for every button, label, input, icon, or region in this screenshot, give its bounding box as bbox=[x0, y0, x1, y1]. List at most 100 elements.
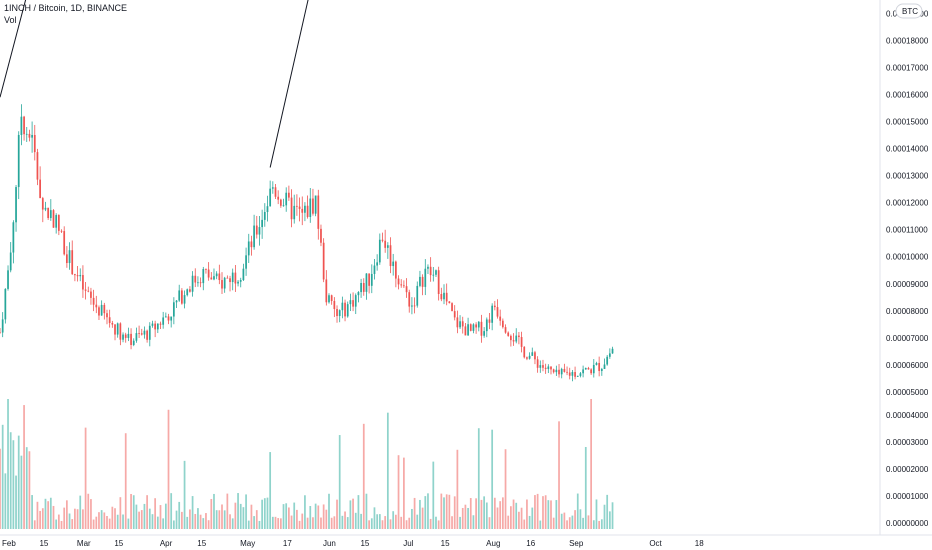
volume-bar[interactable] bbox=[512, 499, 515, 529]
candle-body[interactable] bbox=[384, 240, 387, 248]
candle-body[interactable] bbox=[76, 275, 79, 277]
candle-body[interactable] bbox=[253, 225, 255, 248]
volume-bar[interactable] bbox=[25, 447, 28, 529]
volume-bar[interactable] bbox=[608, 511, 611, 529]
candle-body[interactable] bbox=[373, 265, 376, 274]
candle-body[interactable] bbox=[282, 205, 285, 207]
candle-body[interactable] bbox=[435, 270, 437, 275]
candle-body[interactable] bbox=[493, 305, 496, 308]
candle-body[interactable] bbox=[296, 205, 298, 207]
volume-bar[interactable] bbox=[440, 493, 443, 529]
candle-body[interactable] bbox=[480, 321, 483, 336]
volume-bar[interactable] bbox=[250, 504, 253, 529]
candle-body[interactable] bbox=[277, 196, 280, 200]
candle-body[interactable] bbox=[17, 134, 20, 188]
volume-bar[interactable] bbox=[151, 514, 154, 529]
volume-bar[interactable] bbox=[606, 494, 609, 529]
candle-body[interactable] bbox=[202, 269, 205, 284]
volume-bar[interactable] bbox=[76, 509, 79, 529]
volume-bar[interactable] bbox=[459, 516, 461, 529]
volume-bar[interactable] bbox=[480, 499, 483, 529]
volume-bar[interactable] bbox=[164, 503, 167, 529]
volume-bar[interactable] bbox=[552, 517, 555, 529]
candle-body[interactable] bbox=[416, 285, 419, 306]
volume-bar[interactable] bbox=[15, 475, 17, 529]
volume-bar[interactable] bbox=[106, 516, 108, 529]
candle-body[interactable] bbox=[453, 311, 456, 318]
candle-body[interactable] bbox=[518, 335, 520, 338]
candle-body[interactable] bbox=[146, 330, 148, 340]
candle-body[interactable] bbox=[421, 276, 424, 287]
candle-body[interactable] bbox=[20, 116, 23, 135]
candle-body[interactable] bbox=[124, 334, 127, 338]
volume-bar[interactable] bbox=[247, 520, 250, 529]
volume-bar[interactable] bbox=[108, 518, 111, 529]
candle-body[interactable] bbox=[154, 323, 157, 330]
volume-bar[interactable] bbox=[368, 520, 370, 529]
volume-bar[interactable] bbox=[600, 519, 603, 529]
volume-bar[interactable] bbox=[146, 495, 148, 529]
candle-body[interactable] bbox=[90, 291, 92, 298]
volume-bar[interactable] bbox=[386, 412, 389, 529]
volume-bar[interactable] bbox=[167, 409, 170, 529]
candle-body[interactable] bbox=[501, 320, 504, 328]
candle-body[interactable] bbox=[590, 369, 592, 374]
candle-body[interactable] bbox=[550, 366, 552, 370]
candle-body[interactable] bbox=[44, 207, 47, 210]
volume-bar[interactable] bbox=[68, 513, 71, 529]
candle-body[interactable] bbox=[108, 317, 111, 323]
candle-body[interactable] bbox=[130, 333, 132, 346]
volume-bar[interactable] bbox=[362, 423, 365, 529]
volume-bar[interactable] bbox=[186, 516, 189, 529]
candle-body[interactable] bbox=[555, 369, 558, 373]
candle-body[interactable] bbox=[464, 326, 467, 336]
candle-body[interactable] bbox=[357, 292, 360, 296]
candle-body[interactable] bbox=[386, 245, 389, 248]
volume-bar[interactable] bbox=[472, 515, 475, 529]
volume-bar[interactable] bbox=[213, 493, 215, 529]
volume-bar[interactable] bbox=[36, 501, 39, 529]
volume-bar[interactable] bbox=[475, 498, 477, 529]
candle-body[interactable] bbox=[247, 241, 250, 256]
candle-body[interactable] bbox=[7, 270, 9, 289]
volume-bar[interactable] bbox=[526, 499, 528, 529]
candle-body[interactable] bbox=[135, 333, 138, 341]
volume-bar[interactable] bbox=[451, 516, 453, 529]
volume-bar[interactable] bbox=[20, 455, 23, 529]
trendline-2[interactable] bbox=[269, 0, 527, 168]
candle-body[interactable] bbox=[197, 282, 199, 284]
volume-bar[interactable] bbox=[384, 516, 387, 529]
volume-bar[interactable] bbox=[320, 517, 322, 529]
candle-body[interactable] bbox=[28, 133, 31, 138]
candle-body[interactable] bbox=[403, 285, 405, 287]
candle-body[interactable] bbox=[483, 331, 486, 336]
volume-bar[interactable] bbox=[534, 495, 536, 529]
candle-body[interactable] bbox=[231, 272, 234, 283]
volume-bar[interactable] bbox=[603, 504, 606, 529]
candle-body[interactable] bbox=[392, 261, 395, 267]
volume-bar[interactable] bbox=[55, 519, 58, 529]
volume-bar[interactable] bbox=[288, 507, 290, 529]
candle-body[interactable] bbox=[568, 372, 571, 376]
volume-bar[interactable] bbox=[100, 510, 103, 529]
candle-body[interactable] bbox=[445, 292, 448, 302]
volume-bar[interactable] bbox=[611, 502, 614, 529]
candle-body[interactable] bbox=[472, 324, 475, 331]
volume-bar[interactable] bbox=[0, 448, 1, 529]
volume-bar[interactable] bbox=[277, 518, 280, 529]
candle-body[interactable] bbox=[167, 316, 170, 321]
volume-bar[interactable] bbox=[405, 520, 408, 529]
candle-body[interactable] bbox=[566, 371, 568, 373]
candle-body[interactable] bbox=[266, 206, 269, 213]
candle-body[interactable] bbox=[41, 198, 44, 210]
volume-bar[interactable] bbox=[90, 499, 92, 529]
candle-body[interactable] bbox=[515, 335, 518, 342]
volume-bar[interactable] bbox=[314, 503, 317, 529]
candle-body[interactable] bbox=[183, 295, 186, 304]
volume-bar[interactable] bbox=[87, 493, 90, 529]
volume-bar[interactable] bbox=[493, 497, 496, 529]
volume-bar[interactable] bbox=[378, 514, 381, 529]
candle-body[interactable] bbox=[368, 273, 370, 286]
